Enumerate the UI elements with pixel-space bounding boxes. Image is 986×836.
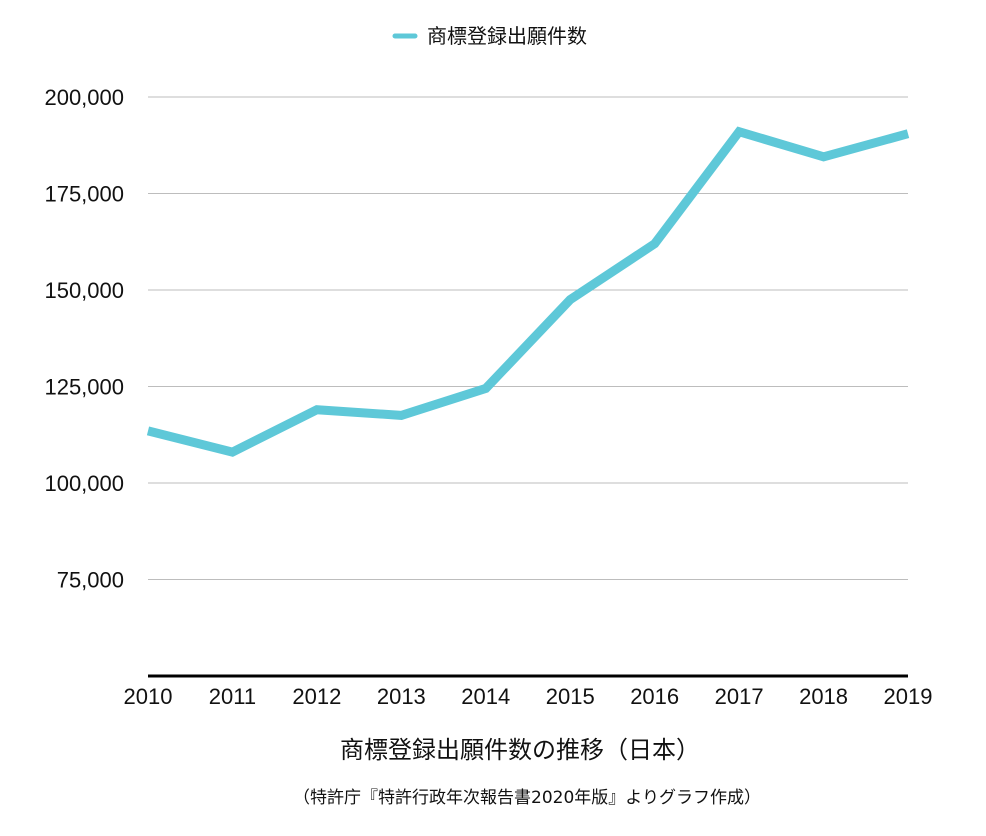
x-tick-label: 2015 <box>546 684 595 709</box>
x-tick-label: 2012 <box>292 684 341 709</box>
legend-label: 商標登録出願件数 <box>427 24 587 48</box>
x-tick-label: 2018 <box>799 684 848 709</box>
y-tick-label: 100,000 <box>44 471 124 496</box>
gridlines <box>148 96 908 580</box>
legend: 商標登録出願件数 <box>392 24 587 48</box>
y-tick-label: 125,000 <box>44 375 124 400</box>
y-tick-label: 175,000 <box>44 182 124 207</box>
x-tick-label: 2019 <box>884 684 933 709</box>
x-tick-label: 2010 <box>124 684 173 709</box>
y-axis-tick-labels: 75,000 100,000 125,000 150,000 175,000 200,00… <box>44 85 124 593</box>
y-tick-label: 200,000 <box>44 85 124 110</box>
x-axis-tick-labels: 2010 2011 2012 2013 2014 2015 2016 2017 2018 2019 <box>124 684 933 709</box>
x-tick-label: 2016 <box>630 684 679 709</box>
series <box>146 126 910 457</box>
x-tick-label: 2017 <box>715 684 764 709</box>
source-note: （特許庁『特許行政年次報告書2020年版』よりグラフ作成） <box>293 788 761 808</box>
x-tick-label: 2014 <box>461 684 510 709</box>
series-line <box>146 126 910 457</box>
x-axis-label: 商標登録出願件数の推移（日本） <box>340 736 700 764</box>
x-tick-label: 2013 <box>377 684 426 709</box>
y-tick-label: 150,000 <box>44 278 124 303</box>
y-tick-label: 75,000 <box>57 568 124 593</box>
x-tick-label: 2011 <box>209 684 256 709</box>
